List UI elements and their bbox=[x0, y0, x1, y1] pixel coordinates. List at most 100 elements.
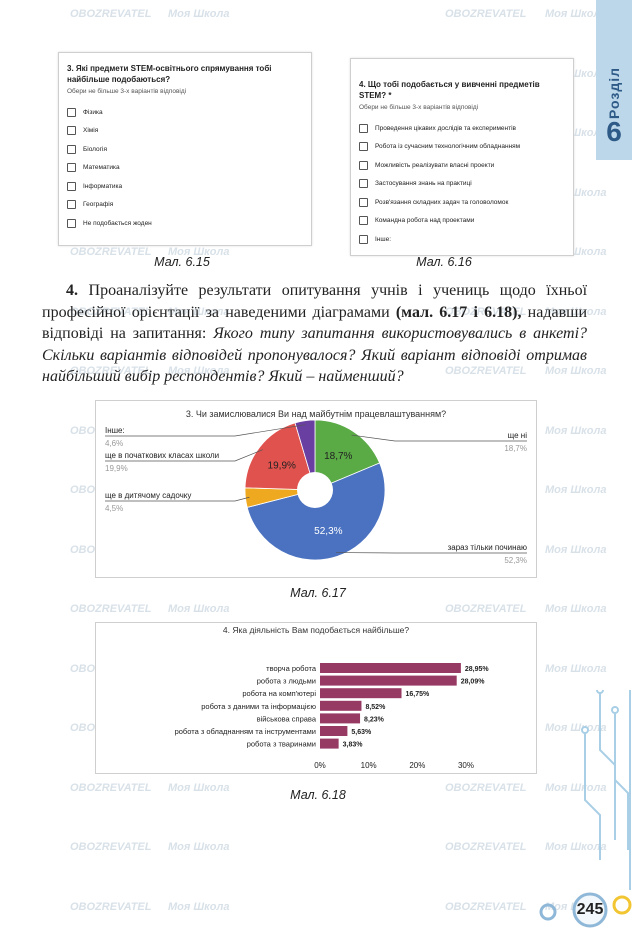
callout-category: ще в початкових класах школи bbox=[105, 451, 219, 460]
option: Робота із сучасним технологічним обладна… bbox=[359, 138, 565, 157]
watermark: OBOZREVATEL bbox=[445, 781, 527, 794]
callout-value: 18,7% bbox=[504, 444, 527, 453]
donut-hole bbox=[297, 472, 333, 508]
question-title: 4. Що тобі подобається у вивченні предме… bbox=[359, 80, 540, 100]
option-label: Математика bbox=[83, 164, 120, 172]
bar bbox=[320, 688, 402, 699]
bar-value-label: 8,23% bbox=[364, 716, 385, 723]
leader-line bbox=[105, 496, 250, 502]
option: Географія bbox=[67, 196, 303, 215]
task-number: 4. bbox=[66, 282, 78, 299]
bar-value-label: 8,52% bbox=[365, 704, 386, 711]
watermark: OBOZREVATEL bbox=[70, 305, 152, 318]
slice-label: 18,7% bbox=[324, 451, 352, 462]
watermark: Моя Школа bbox=[545, 662, 607, 675]
bar bbox=[320, 713, 361, 724]
figure-caption: Мал. 6.18 bbox=[290, 788, 346, 802]
watermark: Моя Школа bbox=[545, 603, 607, 615]
checkbox bbox=[67, 163, 76, 173]
callout-category: ще в дитячому садочку bbox=[105, 491, 191, 500]
question-hint: Обери не більше 3-х варіантів відповіді bbox=[359, 104, 479, 111]
checkbox bbox=[359, 197, 368, 207]
option: Інформатика bbox=[67, 177, 303, 196]
callout-value: 4,6% bbox=[105, 439, 123, 448]
task-text: надавши відповіді на запитання: bbox=[42, 303, 587, 343]
bar-value-label: 28,95% bbox=[465, 666, 490, 673]
bar-value-label: 5,63% bbox=[351, 729, 372, 736]
task-questions: Якого типу запитання використовувались в… bbox=[42, 325, 588, 385]
watermark: Моя Школа bbox=[545, 841, 607, 853]
side-tab-number: 6 bbox=[606, 116, 622, 147]
watermark: OBOZREVATEL bbox=[70, 603, 152, 615]
form-card: 4. Що тобі подобається у вивченні предме… bbox=[350, 58, 574, 256]
option-label: Інше: bbox=[375, 235, 392, 243]
y-tick-label: робота з тваринами bbox=[247, 740, 316, 749]
watermark: Моя Школа bbox=[545, 484, 607, 496]
callout-value: 19,9% bbox=[105, 464, 128, 473]
option-label: Хімія bbox=[83, 127, 99, 135]
checkbox bbox=[359, 160, 368, 170]
option-label: Географія bbox=[83, 201, 114, 209]
bar bbox=[320, 663, 461, 673]
watermark: Моя Школа bbox=[545, 365, 607, 377]
option-label: Не подобається жоден bbox=[83, 219, 152, 227]
watermark: OBOZREVATEL bbox=[445, 900, 527, 913]
callout-category: зараз тільки починаю bbox=[448, 543, 527, 552]
bar-value-label: 28,09% bbox=[461, 679, 486, 686]
option: Математика bbox=[67, 159, 303, 178]
watermark: OBOZREVATEL bbox=[70, 365, 152, 377]
checkbox bbox=[67, 144, 76, 154]
watermark: OBOZREVATEL bbox=[445, 603, 527, 615]
y-tick-label: робота з обладнанням та інструментами bbox=[175, 727, 316, 736]
option: Можливість реалізувати власні проекти bbox=[359, 156, 565, 175]
y-tick-label: військова справа bbox=[257, 714, 317, 723]
watermark: Моя Школа bbox=[545, 305, 607, 318]
side-tab: Розділ 6 bbox=[596, 0, 632, 160]
pie-slice bbox=[244, 422, 316, 491]
option-label: Біологія bbox=[83, 145, 107, 153]
y-tick-label: робота з даними та інформацією bbox=[201, 702, 316, 711]
option: Застосування знань на практиці bbox=[359, 175, 565, 194]
callout-value: 52,3% bbox=[504, 556, 527, 565]
x-tick-label: 0% bbox=[314, 761, 326, 770]
option-label: Розв'язання складних задач та головоломо… bbox=[375, 198, 509, 206]
watermark: Моя Школа bbox=[545, 722, 607, 734]
slice-label: 52,3% bbox=[314, 526, 342, 537]
option: Хімія bbox=[67, 122, 303, 141]
y-tick-label: робота на комп'ютері bbox=[242, 689, 316, 698]
slice-label: 19,9% bbox=[268, 460, 296, 471]
watermark: Моя Школа bbox=[168, 781, 230, 794]
chart-title: 4. Яка діяльність Вам подобається найбіл… bbox=[223, 625, 410, 635]
watermark: OBOZREVATEL bbox=[445, 365, 527, 377]
callout-category: Інше: bbox=[105, 426, 125, 435]
watermark: OBOZREVATEL bbox=[70, 900, 152, 913]
option-label: Інформатика bbox=[83, 182, 123, 190]
bar bbox=[320, 700, 362, 711]
figure-caption: Мал. 6.16 bbox=[416, 255, 472, 269]
pie-slice bbox=[294, 419, 316, 491]
checkbox bbox=[67, 181, 76, 191]
checkbox bbox=[359, 142, 368, 152]
checkbox bbox=[359, 123, 368, 133]
figure-caption: Мал. 6.15 bbox=[154, 255, 210, 269]
option: Біологія bbox=[67, 140, 303, 159]
leader-line bbox=[105, 424, 306, 437]
watermark: Моя Школа bbox=[545, 8, 607, 20]
checkbox bbox=[67, 218, 76, 228]
option: Розв'язання складних задач та головоломо… bbox=[359, 193, 565, 212]
x-tick-label: 30% bbox=[458, 761, 474, 770]
bar-value-label: 3,83% bbox=[343, 742, 364, 749]
form-card: 3. Які предмети STEM-освітнього спрямува… bbox=[58, 52, 312, 246]
figure-caption: Мал. 6.17 bbox=[290, 586, 346, 600]
watermark: Моя Школа bbox=[168, 841, 230, 853]
page-number: 245 bbox=[576, 901, 604, 918]
bar-chart: 4. Яка діяльність Вам подобається найбіл… bbox=[95, 622, 537, 774]
page-number-circle bbox=[572, 892, 608, 928]
watermark: Моя Школа bbox=[545, 424, 607, 437]
task-refs: (мал. 6.17 і 6.18), bbox=[395, 303, 522, 321]
watermark: Моя Школа bbox=[168, 603, 230, 615]
option: Проведення цікавих дослідів та експериме… bbox=[359, 119, 565, 138]
watermark: Моя Школа bbox=[168, 305, 230, 318]
